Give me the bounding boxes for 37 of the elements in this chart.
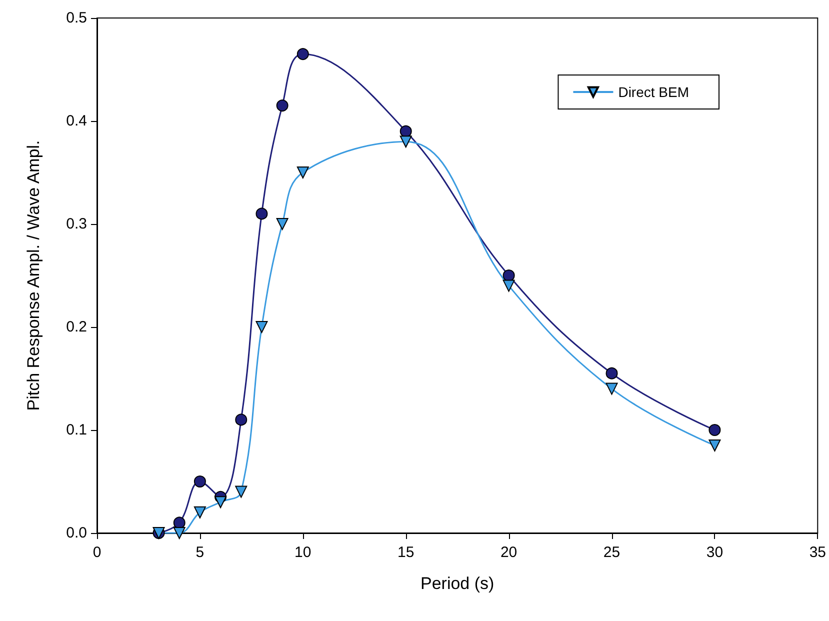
y-tick-label: 0.0 — [66, 524, 87, 542]
x-axis-title: Period (s) — [420, 574, 494, 593]
point — [256, 208, 268, 220]
point — [194, 506, 206, 518]
y-tick-label: 0.4 — [66, 112, 87, 130]
point — [606, 382, 618, 395]
y-axis-title: Pitch Response Ampl. / Wave Ampl. — [24, 140, 43, 411]
point — [256, 321, 268, 333]
x-tick-label: 20 — [500, 544, 518, 561]
point — [276, 100, 288, 112]
x-tick-label: 5 — [196, 544, 204, 561]
x-tick-label: 25 — [603, 544, 620, 561]
point — [276, 218, 288, 230]
point — [708, 439, 721, 452]
x-tick-label: 35 — [809, 544, 826, 561]
point — [296, 48, 309, 60]
point — [502, 280, 515, 292]
y-tick-label: 0.3 — [66, 216, 87, 232]
x-tick-label: 0 — [92, 544, 102, 561]
point — [296, 166, 309, 178]
point — [708, 424, 721, 436]
point — [606, 367, 618, 380]
x-tick-label: 30 — [706, 544, 724, 561]
point — [502, 270, 515, 282]
y-tick-label: 0.1 — [66, 422, 87, 438]
point — [194, 476, 206, 488]
x-tick-label: 10 — [294, 544, 312, 561]
point — [400, 125, 412, 138]
point — [173, 527, 186, 539]
y-tick-label: 0.2 — [66, 318, 87, 336]
legend-label: Direct BEM — [618, 84, 690, 100]
point — [214, 496, 227, 508]
x-tick-label: 15 — [398, 544, 414, 561]
point — [400, 136, 412, 148]
y-tick-label: 0.5 — [66, 10, 87, 26]
point — [235, 486, 248, 498]
point — [235, 414, 248, 426]
